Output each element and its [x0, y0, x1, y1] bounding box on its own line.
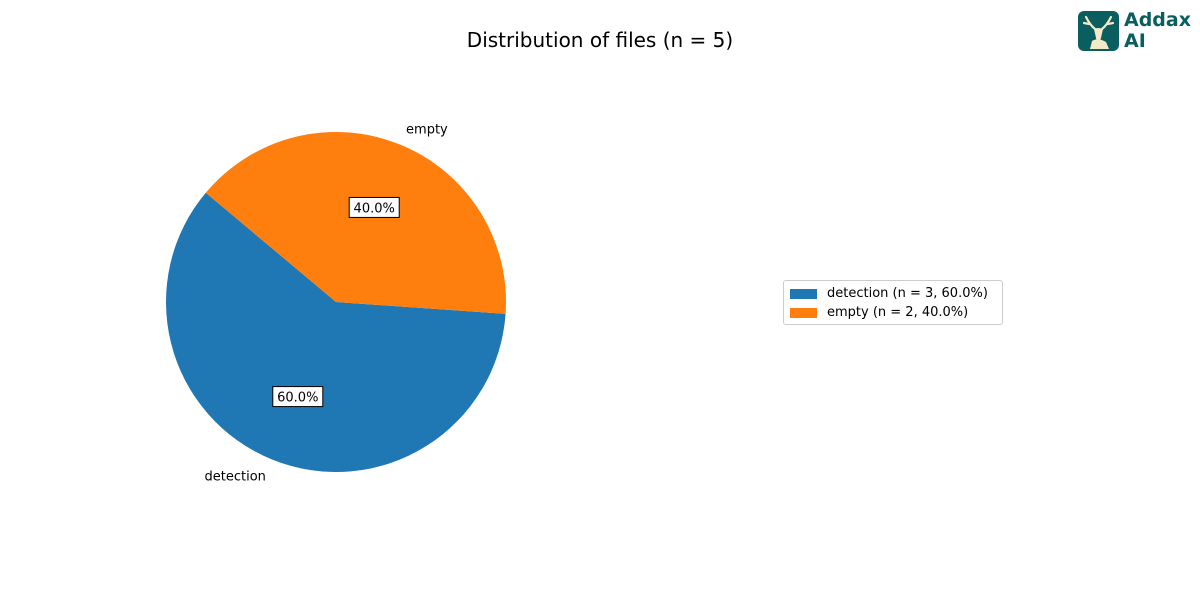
legend: detection (n = 3, 60.0%) empty (n = 2, 40… — [783, 280, 1003, 325]
legend-swatch — [790, 308, 817, 318]
legend-entry-empty: empty (n = 2, 40.0%) — [790, 303, 996, 322]
slice-percent-detection: 60.0% — [273, 387, 323, 407]
slice-percent-text: 60.0% — [277, 391, 318, 406]
slice-percent-empty: 40.0% — [349, 197, 399, 217]
legend-entry-detection: detection (n = 3, 60.0%) — [790, 284, 996, 303]
legend-label: empty (n = 2, 40.0%) — [827, 305, 968, 320]
slice-percent-text: 40.0% — [354, 201, 395, 216]
legend-swatch — [790, 289, 817, 299]
slice-label-empty: empty — [406, 123, 448, 138]
slice-label-detection: detection — [205, 469, 266, 484]
legend-label: detection (n = 3, 60.0%) — [827, 286, 988, 301]
